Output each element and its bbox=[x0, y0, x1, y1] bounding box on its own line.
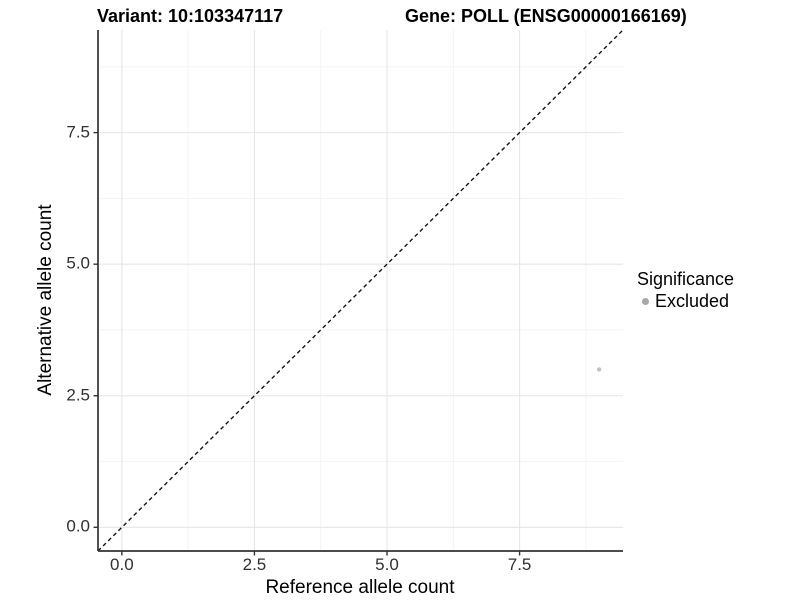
legend-items: Excluded bbox=[637, 292, 734, 311]
legend-item-label: Excluded bbox=[655, 291, 730, 311]
identity-dashed-line bbox=[97, 29, 624, 552]
y-tick-label: 7.5 bbox=[66, 122, 90, 142]
x-axis-title: Reference allele count bbox=[265, 577, 455, 598]
legend-title: Significance bbox=[637, 269, 735, 289]
y-axis-title: Alternative allele count bbox=[35, 204, 56, 396]
legend: Significance Excluded bbox=[637, 269, 734, 311]
y-tick-label: 5.0 bbox=[66, 253, 90, 273]
plot-title-gene: Gene: POLL (ENSG00000166169) bbox=[405, 6, 687, 26]
legend-point-icon bbox=[637, 294, 653, 310]
x-tick-label: 2.5 bbox=[242, 555, 267, 574]
plot-title-variant: Variant: 10:103347117 bbox=[97, 6, 284, 26]
legend-item: Excluded bbox=[637, 292, 734, 311]
x-tick-label: 0.0 bbox=[110, 555, 134, 574]
y-tick-label: 2.5 bbox=[66, 385, 90, 405]
y-tick-label: 0.0 bbox=[66, 516, 90, 536]
x-tick-label: 7.5 bbox=[507, 555, 532, 574]
legend-dot-icon bbox=[641, 298, 649, 305]
x-tick-label: 5.0 bbox=[375, 555, 399, 574]
data-point bbox=[596, 367, 602, 372]
